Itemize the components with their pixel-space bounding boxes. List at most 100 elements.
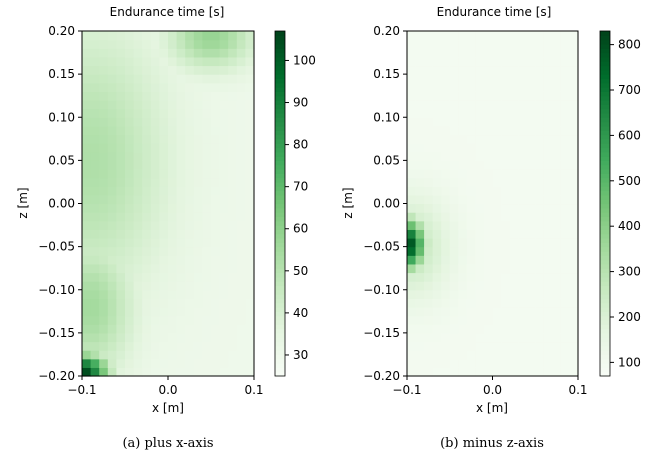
heatmap-cell (228, 74, 238, 84)
heatmap-cell (441, 91, 451, 101)
heatmap-cell (475, 134, 485, 144)
heatmap-cell (466, 298, 476, 308)
heatmap-cell (415, 151, 425, 161)
heatmap-cell (159, 246, 169, 256)
heatmap-cell (449, 212, 459, 222)
heatmap-cell (99, 255, 109, 265)
heatmap-cell (185, 65, 195, 75)
heatmap-cell (466, 367, 476, 377)
heatmap-cell (492, 74, 502, 84)
heatmap-cell (142, 272, 152, 282)
heatmap-cell (458, 298, 468, 308)
heatmap-cell (245, 298, 255, 308)
heatmap-cell (185, 246, 195, 256)
heatmap-cell (150, 194, 160, 205)
heatmap-cell (492, 82, 502, 92)
heatmap-cell (535, 31, 545, 41)
heatmap-cell (211, 358, 221, 368)
heatmap-cell (415, 56, 425, 67)
heatmap-cell (475, 358, 485, 368)
colorbar-swatch (275, 289, 285, 295)
heatmap-cell (509, 160, 519, 170)
heatmap-cell (552, 203, 562, 213)
colorbar-swatch (275, 138, 285, 144)
heatmap-cell (125, 315, 135, 325)
heatmap-cell (560, 31, 571, 41)
heatmap-cell (133, 31, 143, 41)
heatmap-cell (228, 100, 238, 110)
heatmap-cell (142, 324, 152, 334)
heatmap-cell (526, 238, 536, 248)
heatmap-cell (458, 203, 468, 213)
heatmap-cell (475, 65, 485, 75)
heatmap-cell (133, 82, 143, 92)
heatmap-cell (90, 324, 100, 334)
heatmap-cell (125, 367, 135, 377)
heatmap-cell (125, 194, 135, 205)
heatmap-cell (560, 125, 571, 136)
colorbar-swatch (600, 207, 610, 213)
heatmap-cell (526, 74, 536, 84)
heatmap-cell (569, 255, 579, 265)
heatmap-cell (407, 358, 417, 368)
heatmap-cell (501, 212, 511, 222)
heatmap-cell (107, 65, 117, 75)
heatmap-cell (475, 117, 485, 127)
heatmap-cell (560, 272, 571, 282)
heatmap-cell (202, 91, 212, 101)
heatmap-cell (107, 238, 117, 248)
heatmap-cell (99, 341, 109, 351)
heatmap-cell (501, 246, 511, 256)
heatmap-cell (202, 48, 212, 58)
heatmap-cell (82, 246, 92, 256)
heatmap-cell (90, 160, 100, 170)
colorbar-swatch (275, 173, 285, 179)
heatmap-cell (424, 151, 434, 161)
heatmap-cell (211, 315, 221, 325)
heatmap-cell (193, 117, 203, 127)
heatmap-cell (509, 281, 519, 291)
colorbar-swatch (600, 289, 610, 295)
heatmap-cell (219, 169, 229, 179)
heatmap-cell (424, 324, 434, 334)
heatmap-cell (535, 229, 545, 239)
heatmap-cell (526, 307, 536, 317)
heatmap-cell (133, 358, 143, 368)
heatmap-cell (236, 229, 246, 239)
heatmap-cell (116, 238, 126, 248)
heatmap-cell (99, 367, 109, 377)
heatmap-cell (219, 117, 229, 127)
heatmap-cell (569, 151, 579, 161)
heatmap-cell (569, 169, 579, 179)
heatmap-cell (142, 31, 152, 41)
heatmap-cell (150, 160, 160, 170)
heatmap-cell (535, 65, 545, 75)
colorbar-swatch (600, 194, 610, 200)
heatmap-cell (159, 134, 169, 144)
y-tick-label: −0.20 (38, 369, 75, 383)
heatmap-cell (125, 220, 135, 230)
heatmap-cell (99, 82, 109, 92)
heatmap-cell (142, 48, 152, 58)
heatmap-cell (133, 125, 143, 136)
heatmap-cell (168, 134, 178, 144)
heatmap-cell (185, 31, 195, 41)
heatmap-cell (193, 238, 203, 248)
heatmap-cell (142, 238, 152, 248)
heatmap-cell (432, 263, 442, 274)
heatmap-cell (569, 108, 579, 118)
heatmap-cell (236, 255, 246, 265)
colorbar-swatch (600, 177, 610, 183)
heatmap-cell (150, 324, 160, 334)
heatmap-cell (424, 48, 434, 58)
heatmap-cell (202, 82, 212, 92)
colorbar-swatch (275, 225, 285, 230)
heatmap-cell (441, 125, 451, 136)
colorbar-swatch (275, 69, 285, 75)
heatmap-cell (518, 203, 528, 213)
heatmap-cell (483, 324, 494, 334)
heatmap-cell (245, 272, 255, 282)
heatmap-cell (483, 108, 494, 118)
heatmap-cell (193, 315, 203, 325)
